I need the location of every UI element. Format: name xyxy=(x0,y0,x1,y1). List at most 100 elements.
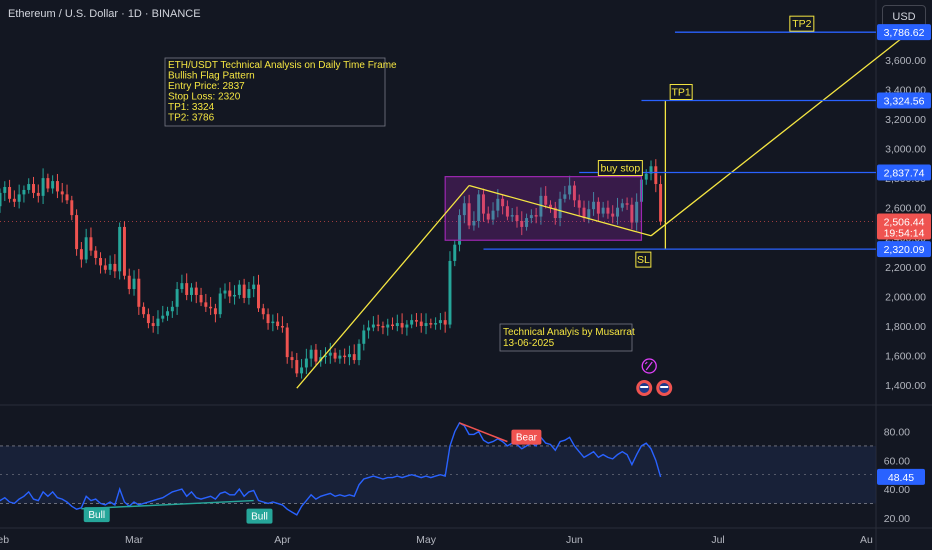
tp1-tag xyxy=(669,84,693,101)
candle xyxy=(501,198,505,207)
candle xyxy=(84,237,88,260)
candle xyxy=(324,355,327,358)
candle xyxy=(429,323,433,325)
candle xyxy=(175,289,179,307)
candle xyxy=(434,323,438,325)
level-tag xyxy=(877,241,931,258)
candle xyxy=(582,207,586,219)
price-tick-label: 2,600.00 xyxy=(885,203,926,215)
bull-tag-1 xyxy=(83,507,110,523)
candle xyxy=(386,324,390,328)
candle xyxy=(137,278,141,307)
candle xyxy=(525,218,529,227)
candle xyxy=(596,201,600,214)
candle xyxy=(477,194,481,222)
candle xyxy=(577,200,581,208)
candle xyxy=(357,343,361,361)
rsi-tick-label: 80.00 xyxy=(884,427,910,439)
level-tag-label: 3,786.62 xyxy=(884,27,925,39)
current-price-tag xyxy=(877,213,931,240)
candle xyxy=(400,323,404,328)
candle xyxy=(438,320,442,324)
candle xyxy=(592,201,596,210)
candle xyxy=(496,198,500,211)
candle xyxy=(333,352,337,359)
candle xyxy=(362,330,366,344)
bear-tag-label: Bear xyxy=(516,433,538,444)
tp1-tag-label: TP1 xyxy=(672,87,691,99)
candle xyxy=(659,184,663,222)
candle xyxy=(630,204,634,223)
candle xyxy=(142,306,146,315)
price-tick-label: 2,000.00 xyxy=(885,291,926,303)
candle xyxy=(290,357,294,361)
candle xyxy=(113,263,117,272)
buy-stop-tag-label: buy stop xyxy=(601,163,641,175)
bull-tag-1-label: Bull xyxy=(88,510,105,521)
price-tick-label: 2,200.00 xyxy=(885,262,926,274)
price-tick-label: 3,000.00 xyxy=(885,144,926,156)
candle xyxy=(99,257,103,266)
candle xyxy=(343,355,347,358)
candle xyxy=(515,215,519,222)
author-note-line: Technical Analyis by Musarrat xyxy=(503,327,635,338)
candle xyxy=(448,260,452,325)
rsi-tick-label: 40.00 xyxy=(884,484,910,496)
candle xyxy=(410,320,414,325)
candle xyxy=(218,293,222,315)
rsi-value-tag xyxy=(877,468,925,485)
candle xyxy=(79,249,83,260)
candle xyxy=(65,194,69,201)
candle xyxy=(419,321,423,327)
level-tag-label: 2,320.09 xyxy=(884,244,925,256)
candle xyxy=(462,203,466,216)
bull-tag-2-label: Bull xyxy=(251,512,268,523)
candle xyxy=(568,185,572,195)
tp2-tag-label: TP2 xyxy=(792,18,811,30)
candle xyxy=(17,194,21,202)
candle xyxy=(558,198,562,219)
candle xyxy=(553,207,557,219)
candle xyxy=(55,181,59,192)
pattern-line xyxy=(296,185,470,389)
pattern-line xyxy=(650,31,910,237)
sl-tag-label: SL xyxy=(637,254,650,266)
candle xyxy=(252,284,256,290)
time-tick-label: Mar xyxy=(125,534,144,546)
event-spark-icon xyxy=(641,358,657,374)
candle xyxy=(304,358,308,368)
candle xyxy=(70,200,74,216)
candle xyxy=(472,221,476,226)
candle xyxy=(367,327,371,331)
candle xyxy=(189,287,193,295)
flag-stripe xyxy=(640,386,649,388)
candle xyxy=(242,284,246,298)
candle xyxy=(443,320,447,325)
time-tick-label: Jul xyxy=(711,534,724,546)
candle xyxy=(89,237,93,251)
candle xyxy=(405,324,409,328)
candle xyxy=(237,284,241,295)
candle xyxy=(228,290,232,297)
candle xyxy=(132,278,136,290)
candle xyxy=(41,178,45,196)
candle xyxy=(635,201,639,223)
candle xyxy=(257,284,260,309)
candle xyxy=(611,213,615,217)
candle xyxy=(3,186,7,193)
time-tick-label: Apr xyxy=(274,534,291,546)
candle xyxy=(381,326,385,328)
candle xyxy=(32,184,35,193)
bull-tag-2 xyxy=(246,508,273,524)
level-tag-label: 2,837.74 xyxy=(884,168,925,180)
candle xyxy=(654,166,658,185)
price-tick-label: 1,400.00 xyxy=(885,380,926,392)
analysis-note-line: Entry Price: 2837 xyxy=(168,81,245,92)
candle xyxy=(295,360,299,374)
candle xyxy=(213,308,217,315)
candle xyxy=(505,206,509,217)
flag-box xyxy=(444,176,643,241)
candle xyxy=(12,198,16,202)
candle xyxy=(276,321,280,327)
